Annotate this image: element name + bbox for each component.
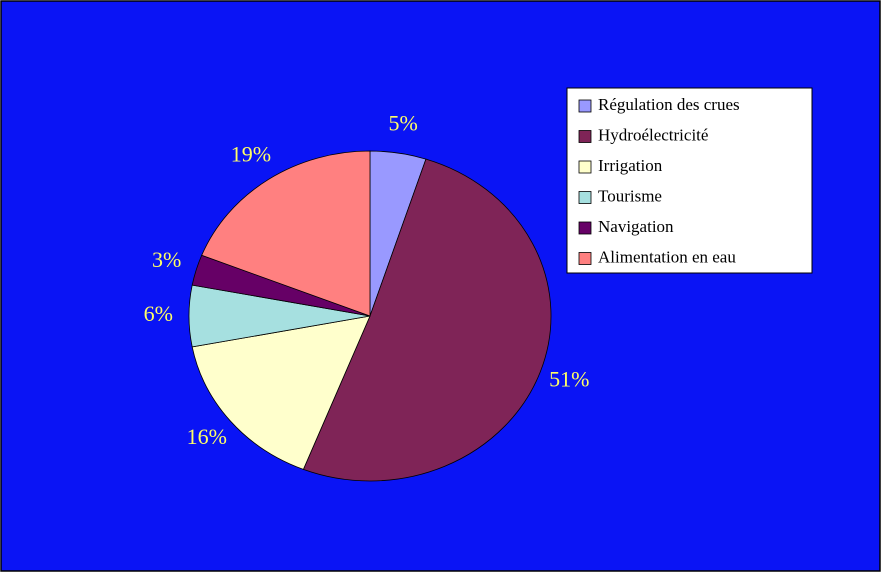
data-label: 16% (187, 424, 227, 449)
legend-label: Tourisme (598, 186, 662, 205)
data-label: 6% (144, 301, 173, 326)
data-label: 51% (549, 366, 589, 391)
data-label: 3% (152, 247, 181, 272)
legend-swatch (578, 130, 592, 143)
pie-slice (302, 158, 552, 482)
legend-label: Irrigation (598, 156, 663, 175)
legend-label: Hydroélectricité (598, 125, 708, 144)
legend-box (566, 87, 813, 274)
legend-swatch (578, 252, 592, 265)
legend-swatch (578, 191, 592, 204)
legend-swatch (578, 160, 592, 174)
data-label: 5% (388, 110, 417, 135)
legend-swatch (578, 99, 592, 113)
legend-label: Régulation des crues (598, 95, 740, 114)
pie-slice (201, 150, 371, 317)
legend-label: Alimentation en eau (598, 247, 736, 266)
legend-label: Navigation (598, 217, 674, 236)
data-label: 19% (231, 141, 271, 166)
pie-slice (191, 315, 371, 470)
legend-swatch (578, 221, 592, 235)
